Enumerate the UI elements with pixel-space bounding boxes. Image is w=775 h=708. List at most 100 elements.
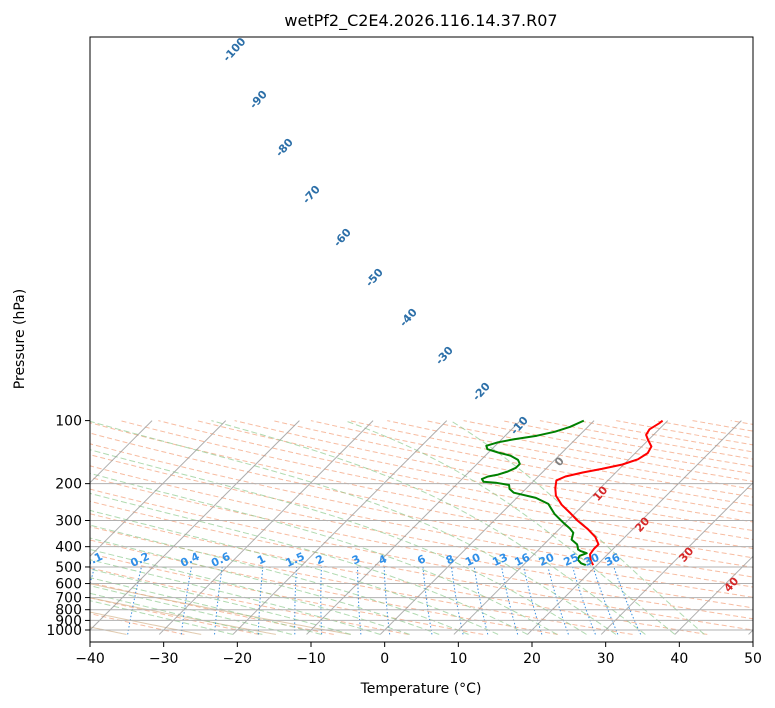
isotherm-line [306, 420, 521, 635]
moist-adiabat-line [344, 420, 676, 635]
isotherm-line [90, 420, 227, 558]
mixing-ratio-label: 36 [603, 551, 623, 569]
dry-adiabat-line [769, 421, 775, 635]
curved-adiabat-line [90, 583, 351, 635]
mixing-ratio-label: 6 [415, 552, 428, 567]
mixing-ratio-line [357, 567, 362, 635]
dry-adiabat-label: -100 [220, 35, 248, 64]
dry-adiabat-line [196, 420, 753, 532]
isotherm-line [0, 421, 5, 635]
mixing-ratio-label: 20 [537, 551, 557, 569]
moist-adiabat-line [90, 492, 528, 635]
dry-adiabat-label: 40 [721, 574, 741, 594]
mixing-ratio-line [320, 566, 323, 635]
y-tick-label: 100 [55, 414, 82, 430]
x-tick-label: −40 [75, 651, 105, 667]
isotherm-line [90, 420, 153, 484]
dry-adiabat-line [577, 420, 753, 453]
dewpoint-profile-line [480, 419, 588, 567]
isotherm-line [527, 420, 742, 635]
moist-adiabat-line [90, 524, 469, 635]
dry-adiabat-label: -60 [331, 226, 354, 250]
x-tick-label: 30 [597, 651, 615, 667]
dry-adiabat-line [90, 432, 753, 568]
moist-adiabat-line [90, 449, 587, 635]
dry-adiabat-line [119, 420, 753, 549]
mixing-ratio-line [294, 566, 298, 635]
dry-adiabat-label: 10 [590, 483, 610, 503]
dry-adiabat-label: 0 [552, 454, 567, 469]
dry-adiabat-label: -90 [247, 88, 270, 112]
moist-adiabat-line [90, 509, 499, 635]
mixing-ratio-label: 25 [562, 551, 581, 569]
isotherm-line [90, 420, 300, 631]
mixing-ratio-line [572, 566, 596, 635]
moist-adiabat-line [90, 568, 351, 635]
y-tick-label: 900 [55, 613, 82, 629]
dry-adiabat-label: -30 [433, 344, 456, 368]
dry-adiabat-line [90, 597, 260, 635]
y-tick-label: 600 [55, 577, 82, 593]
dry-adiabat-line [90, 553, 484, 635]
moist-adiabat-line [90, 420, 617, 635]
moist-adiabat-line [90, 577, 322, 635]
isotherm-line [453, 420, 669, 635]
dry-adiabat-label: -40 [397, 306, 420, 330]
plot-frame [89, 36, 754, 643]
dry-adiabat-line [272, 420, 753, 515]
line-labels: -100-90-80-70-60-50-40-30-20-10010203040… [90, 35, 742, 595]
curved-adiabat-line [90, 611, 202, 635]
x-tick-label: 10 [449, 651, 467, 667]
curved-adiabat-line [90, 597, 276, 635]
grid [90, 483, 753, 631]
dry-adiabat-line [463, 420, 753, 475]
y-tick-label: 300 [55, 514, 82, 530]
y-tick-label: 700 [55, 591, 82, 607]
temperature-profile-line [554, 419, 664, 566]
isotherm-line [674, 555, 753, 635]
mixing-ratio-label: 10 [463, 551, 483, 569]
x-tick-label: −30 [149, 651, 179, 667]
moist-adiabat-line [90, 472, 558, 635]
y-tick-label: 500 [55, 560, 82, 576]
y-tick-label: 200 [55, 477, 82, 493]
dry-adiabat-label: -70 [300, 183, 323, 207]
x-tick-label: −20 [223, 651, 253, 667]
dry-adiabat-line [90, 526, 633, 635]
x-tick-label: 20 [523, 651, 541, 667]
y-tick-label: 1000 [46, 623, 82, 639]
mixing-ratio-label: 16 [513, 551, 533, 569]
moist-adiabat-line [211, 420, 646, 635]
mixing-ratio-line [383, 566, 391, 635]
mixing-ratio-label: 3 [350, 552, 362, 567]
y-axis-label: Pressure (hPa) [12, 289, 28, 389]
dry-adiabat-label: -20 [470, 380, 493, 404]
dry-adiabat-line [90, 422, 753, 559]
x-axis-label: Temperature (°C) [360, 681, 482, 697]
x-tick-label: 40 [670, 651, 688, 667]
x-tick-label: −10 [296, 651, 326, 667]
dry-adiabat-label: 30 [676, 544, 696, 564]
dry-adiabat-line [425, 420, 753, 482]
dry-adiabat-line [90, 443, 753, 578]
mixing-ratio-label: 13 [490, 551, 509, 569]
mixing-ratio-line [180, 566, 192, 635]
isotherm-line [379, 420, 595, 635]
mixing-ratio-line [257, 566, 264, 635]
dry-adiabat-line [234, 420, 753, 523]
dry-adiabat-line [90, 582, 334, 635]
dry-adiabat-label: -50 [363, 266, 386, 290]
isotherm-line [600, 481, 753, 635]
dry-adiabat-line [90, 500, 753, 631]
mixing-ratio-line [501, 566, 519, 635]
moist-adiabat-line [90, 537, 440, 635]
isotherm-line [158, 420, 374, 635]
dry-adiabat-line [90, 454, 753, 588]
mixing-ratio-line [451, 566, 464, 635]
x-axis: −40 −30 −20 −10 0 10 20 30 40 50 [75, 642, 762, 667]
dry-adiabat-label: -80 [273, 136, 296, 160]
dry-adiabat-line [90, 465, 753, 598]
mixing-ratio-line [214, 566, 223, 635]
